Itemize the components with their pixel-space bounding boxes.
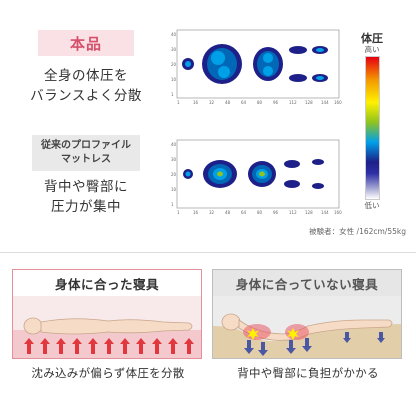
product-description: 全身の体圧を バランスよく分散 (28, 66, 144, 106)
y-tick-labels: 40 30 20 10 1 (171, 32, 177, 97)
x-tick-label: 64 (241, 100, 247, 105)
x-tick-label: 1 (177, 100, 180, 105)
y-tick-label: 40 (171, 32, 177, 37)
legend-title: 体圧 (361, 32, 383, 45)
x-tick-label: 96 (273, 100, 279, 105)
good-bedding-title: 身体に合った寝具 (13, 270, 201, 296)
x-tick-label: 160 (334, 210, 342, 215)
y-tick-label: 30 (171, 47, 177, 52)
product-desc-line2: バランスよく分散 (30, 88, 142, 104)
x-tick-label: 144 (321, 210, 329, 215)
x-tick-label: 128 (305, 210, 313, 215)
x-tick-label: 160 (334, 100, 342, 105)
x-tick-label: 112 (289, 100, 297, 105)
y-tick-label: 20 (171, 172, 177, 177)
bad-bedding-panel: 身体に合っていない寝具 (212, 269, 402, 359)
x-tick-label: 144 (321, 100, 329, 105)
conventional-pressure-map: 40 30 20 10 1 1 16 32 48 64 80 96 112 128 144 160 (171, 139, 342, 215)
y-tick-label: 1 (171, 202, 174, 207)
product-tag: 本品 (38, 30, 134, 56)
pressure-color-scale (365, 56, 380, 200)
body-figure (221, 313, 393, 341)
x-tick-label: 80 (257, 100, 263, 105)
product-desc-line1: 全身の体圧を (44, 68, 128, 84)
body-figure (23, 317, 193, 335)
y-tick-label: 30 (171, 157, 177, 162)
x-tick-label: 80 (257, 210, 263, 215)
pressure-blobs (182, 44, 328, 84)
x-tick-label: 96 (273, 210, 279, 215)
conventional-tag: 従来のプロファイル マットレス (32, 135, 140, 171)
y-tick-label: 40 (171, 142, 177, 147)
x-tick-labels: 1 16 32 48 64 80 96 112 128 144 160 (177, 100, 342, 105)
conventional-desc-line1: 背中や臀部に (44, 179, 128, 195)
x-tick-label: 48 (225, 210, 231, 215)
x-tick-label: 1 (177, 210, 180, 215)
conventional-desc-line2: 圧力が集中 (51, 199, 121, 215)
x-tick-label: 48 (225, 100, 231, 105)
bad-bedding-illustration (213, 296, 401, 358)
legend-low-label: 低い (364, 201, 380, 210)
x-tick-label: 32 (209, 210, 215, 215)
legend-high-label: 高い (364, 45, 380, 54)
pressure-hotspots (243, 324, 309, 340)
y-tick-label: 10 (171, 77, 177, 82)
conventional-tag-line2: マットレス (61, 154, 111, 165)
conventional-tag-line1: 従来のプロファイル (41, 140, 131, 151)
good-bedding-panel: 身体に合った寝具 (12, 269, 202, 359)
conventional-description: 背中や臀部に 圧力が集中 (28, 177, 144, 217)
y-tick-labels: 40 30 20 10 1 (171, 142, 177, 207)
support-arrows (24, 338, 194, 354)
subject-note: 被験者：女性 /162cm/55kg (309, 227, 406, 236)
x-tick-label: 128 (305, 100, 313, 105)
product-pressure-map: 40 30 20 10 1 1 16 32 48 64 80 96 112 128 144 160 (171, 29, 342, 105)
x-tick-label: 16 (193, 210, 199, 215)
bad-bedding-title: 身体に合っていない寝具 (213, 270, 401, 296)
section-divider (0, 252, 416, 253)
good-bedding-caption: 沈み込みが偏らず体圧を分散 (31, 366, 185, 380)
bad-bedding-caption: 背中や臀部に負担がかかる (237, 366, 379, 380)
pressure-blobs (183, 159, 324, 189)
x-tick-labels: 1 16 32 48 64 80 96 112 128 144 160 (177, 210, 342, 215)
x-tick-label: 64 (241, 210, 247, 215)
y-tick-label: 10 (171, 187, 177, 192)
x-tick-label: 32 (209, 100, 215, 105)
y-tick-label: 1 (171, 92, 174, 97)
x-tick-label: 16 (193, 100, 199, 105)
pressure-arrows (244, 332, 385, 356)
x-tick-label: 112 (289, 210, 297, 215)
y-tick-label: 20 (171, 62, 177, 67)
good-bedding-illustration (13, 296, 201, 358)
